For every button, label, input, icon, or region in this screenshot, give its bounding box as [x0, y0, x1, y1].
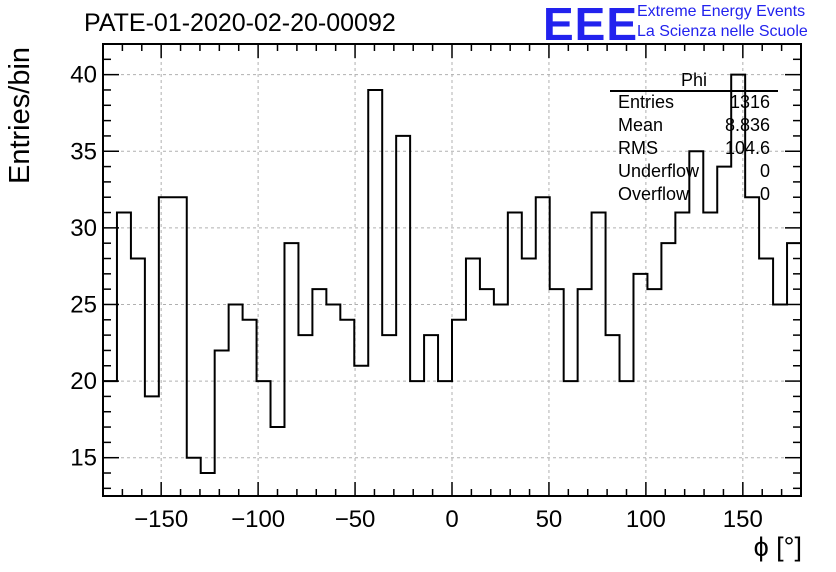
stats-value: 8.836 — [724, 115, 770, 135]
histogram-bin — [229, 304, 243, 496]
y-tick-label: 20 — [70, 368, 97, 395]
y-axis-label: Entries/bin — [4, 46, 36, 184]
logo-line-1: Extreme Energy Events — [637, 3, 806, 20]
histogram-bin — [257, 381, 271, 496]
x-tick-label: −100 — [231, 506, 285, 533]
histogram-bin — [508, 213, 522, 496]
histogram-bin — [466, 259, 480, 496]
x-axis-label: ϕ [°] — [753, 532, 802, 562]
x-tick-label: 0 — [445, 506, 458, 533]
histogram-bin — [326, 304, 340, 496]
stats-value: 0 — [759, 161, 770, 181]
stats-key: RMS — [618, 138, 658, 158]
histogram-bin — [215, 350, 229, 496]
histogram-bin — [564, 381, 578, 496]
histogram-bin — [131, 259, 145, 496]
y-tick-label: 15 — [70, 445, 97, 472]
y-tick-label: 40 — [70, 62, 97, 89]
histogram-bin — [410, 381, 424, 496]
histogram-bin — [703, 213, 717, 496]
stats-title: Phi — [680, 70, 707, 90]
y-tick-label: 35 — [70, 138, 97, 165]
histogram-bin — [354, 366, 368, 496]
x-tick-label: 100 — [626, 506, 666, 533]
stats-value: 104.6 — [724, 138, 770, 158]
stats-divider — [610, 90, 778, 92]
histogram-bin — [745, 197, 759, 496]
histogram-bin — [271, 427, 285, 496]
x-tick-label: −50 — [335, 506, 376, 533]
stats-value: 1316 — [729, 92, 770, 112]
histogram-bin — [298, 335, 312, 496]
logo-line-2: La Scienza nelle Scuole — [637, 23, 808, 40]
histogram-outline — [102, 73, 802, 496]
histogram-bin — [759, 259, 773, 496]
y-tick-label: 30 — [70, 215, 97, 242]
stats-row-entries: Entries 1316 — [618, 92, 770, 114]
histogram-bin — [382, 335, 396, 496]
stats-row-rms: RMS 104.6 — [618, 138, 770, 160]
histogram-bin — [396, 136, 410, 496]
histogram-bin — [550, 289, 564, 496]
histogram-bins — [102, 73, 802, 496]
axis-ticks: −150 −100 −50 0 50 100 150 15 20 25 30 35 40 — [70, 44, 802, 533]
histogram-bin — [103, 381, 117, 496]
histogram-bin — [480, 289, 494, 496]
eee-logo: EEE — [543, 0, 639, 50]
y-tick-label: 25 — [70, 291, 97, 318]
stats-key: Overflow — [618, 184, 690, 204]
histogram-bin — [647, 289, 661, 496]
histogram-bin — [424, 335, 438, 496]
histogram-bin — [717, 167, 731, 496]
x-tick-label: 150 — [723, 506, 763, 533]
stats-row-overflow: Overflow 0 — [618, 184, 770, 206]
x-tick-label: 50 — [536, 506, 563, 533]
stats-key: Mean — [618, 115, 664, 135]
chart-title: PATE-01-2020-02-20-00092 — [84, 9, 396, 37]
histogram-bin — [522, 259, 536, 496]
histogram-bin — [620, 381, 634, 496]
histogram-bin — [243, 320, 257, 496]
histogram-bin — [592, 213, 606, 496]
histogram-bin — [145, 396, 159, 496]
histogram-bin — [438, 381, 452, 496]
histogram-bin — [201, 473, 215, 496]
histogram-bin — [173, 197, 187, 496]
histogram-bin — [536, 197, 550, 496]
histogram-bin — [578, 289, 592, 496]
stats-box: Phi Entries 1316 Mean 8.836 RMS 104.6 Un… — [610, 70, 778, 204]
histogram-bin — [312, 289, 326, 496]
stats-value: 0 — [759, 184, 770, 204]
stats-key: Underflow — [618, 161, 700, 181]
histogram-bin — [340, 320, 354, 496]
stats-row-underflow: Underflow 0 — [618, 161, 770, 183]
stats-key: Entries — [618, 92, 675, 112]
histogram-bin — [773, 304, 787, 496]
histogram-bin — [187, 458, 201, 496]
histogram-bin — [633, 274, 647, 496]
histogram-bin — [606, 335, 620, 496]
histogram-bin — [675, 213, 689, 496]
histogram-bin — [117, 213, 131, 496]
stats-row-mean: Mean 8.836 — [618, 115, 770, 137]
histogram-bin — [452, 320, 466, 496]
x-tick-label: −150 — [134, 506, 188, 533]
histogram-bin — [494, 304, 508, 496]
